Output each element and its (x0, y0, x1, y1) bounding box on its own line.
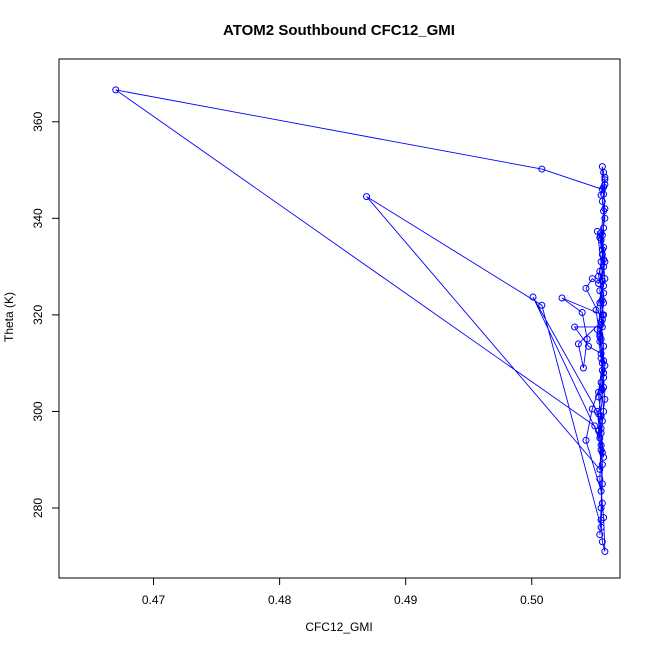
data-point (601, 547, 609, 555)
data-point (601, 181, 609, 189)
data-point (598, 197, 606, 205)
data-point (529, 293, 537, 301)
data-point (598, 316, 606, 324)
data-point (598, 277, 606, 285)
data-point (600, 453, 608, 461)
data-point (598, 499, 606, 507)
data-point (597, 446, 605, 454)
data-point (596, 330, 604, 338)
y-tick-label: 340 (31, 208, 45, 228)
data-point (558, 294, 566, 302)
y-tick-label: 300 (31, 401, 45, 421)
data-point (112, 86, 120, 94)
data-point (597, 441, 605, 449)
data-point (595, 388, 603, 396)
x-axis: 0.47 0.48 0.49 0.50 (142, 577, 544, 607)
data-point (596, 531, 604, 539)
data-point (597, 523, 605, 531)
data-point (601, 176, 609, 184)
data-point (600, 407, 608, 415)
data-point (588, 275, 596, 283)
data-point (598, 251, 606, 259)
data-point (600, 289, 608, 297)
data-point (571, 323, 579, 331)
data-point (593, 227, 601, 235)
data-point (601, 214, 609, 222)
data-point (601, 173, 609, 181)
data-point (598, 386, 606, 394)
x-tick-label: 0.47 (142, 593, 166, 607)
data-point (597, 429, 605, 437)
data-point (598, 163, 606, 171)
data-point (601, 205, 609, 213)
data-point (598, 417, 606, 425)
data-point (598, 366, 606, 374)
data-point (598, 538, 606, 546)
data-point (600, 299, 608, 307)
data-point (596, 299, 604, 307)
data-point (363, 193, 371, 201)
data-point (598, 231, 606, 239)
data-point (600, 311, 608, 319)
data-point (579, 364, 587, 372)
x-tick-label: 0.49 (394, 593, 418, 607)
data-point (597, 321, 605, 329)
data-point (600, 263, 608, 271)
data-point (598, 461, 606, 469)
data-point (597, 504, 605, 512)
x-tick-label: 0.48 (268, 593, 292, 607)
data-point (598, 246, 606, 254)
data-point (584, 342, 592, 350)
data-point (596, 434, 604, 442)
data-point (600, 342, 608, 350)
data-point (583, 335, 591, 343)
series-layer (112, 86, 609, 555)
data-point (601, 395, 609, 403)
data-point (574, 340, 582, 348)
data-point (597, 350, 605, 357)
data-point (588, 405, 596, 413)
data-point (596, 287, 604, 295)
data-point (538, 165, 546, 173)
y-axis: 280 300 320 340 360 (31, 111, 60, 518)
chart-title: ATOM2 Southbound CFC12_GMI (223, 22, 455, 39)
data-point (582, 284, 590, 292)
data-point (595, 280, 603, 287)
data-point (597, 378, 605, 386)
y-tick-label: 320 (31, 305, 45, 325)
data-point (538, 301, 546, 309)
data-point (600, 514, 608, 522)
data-point (578, 308, 586, 316)
x-axis-label: CFC12_GMI (305, 620, 372, 634)
data-point (596, 475, 604, 483)
data-point (597, 335, 605, 343)
data-point (595, 393, 603, 401)
data-point (596, 267, 604, 275)
data-point (595, 272, 603, 280)
data-point (597, 487, 605, 495)
data-point (591, 422, 599, 430)
data-point (592, 306, 600, 314)
x-tick-label: 0.50 (520, 593, 544, 607)
y-tick-label: 360 (31, 111, 45, 131)
y-axis-label: Theta (K) (2, 292, 16, 342)
data-point (601, 258, 609, 266)
data-point (597, 424, 605, 432)
data-point (597, 236, 605, 244)
data-point (600, 190, 608, 198)
data-point (582, 436, 590, 444)
data-point (600, 357, 608, 365)
y-tick-label: 280 (31, 498, 45, 518)
